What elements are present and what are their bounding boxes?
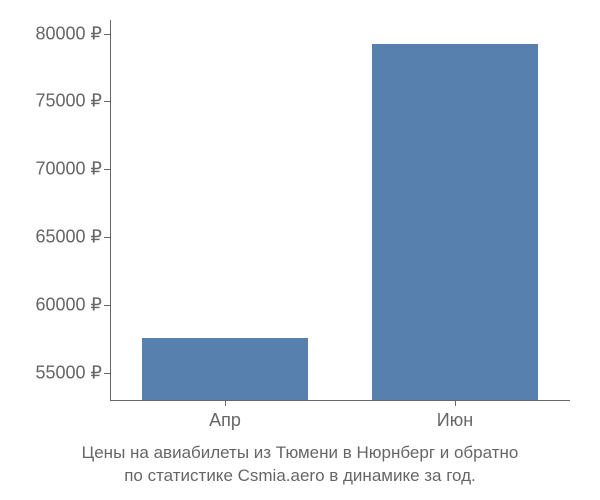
y-tick-label: 80000 ₽: [35, 23, 102, 44]
y-tick-mark: [104, 305, 110, 306]
y-tick-mark: [104, 373, 110, 374]
x-tick-mark: [455, 400, 456, 406]
x-axis: [110, 400, 570, 401]
y-tick-label: 55000 ₽: [35, 362, 102, 383]
y-tick-mark: [104, 169, 110, 170]
x-tick-label: Июн: [437, 410, 473, 431]
x-tick-label: Апр: [209, 410, 241, 431]
y-tick-mark: [104, 34, 110, 35]
y-tick-mark: [104, 237, 110, 238]
y-tick-label: 70000 ₽: [35, 159, 102, 180]
x-tick-mark: [225, 400, 226, 406]
bar: [372, 44, 538, 400]
y-tick-label: 60000 ₽: [35, 295, 102, 316]
caption-line-2: по статистике Csmia.aero в динамике за г…: [124, 466, 476, 485]
y-tick-mark: [104, 101, 110, 102]
chart-caption: Цены на авиабилеты из Тюмени в Нюрнберг …: [0, 442, 600, 488]
y-tick-label: 65000 ₽: [35, 227, 102, 248]
plot-area: [110, 20, 570, 400]
caption-line-1: Цены на авиабилеты из Тюмени в Нюрнберг …: [82, 443, 519, 462]
price-chart: 55000 ₽ 60000 ₽ 65000 ₽ 70000 ₽ 75000 ₽ 80000…: [0, 0, 600, 500]
bar: [142, 338, 308, 400]
y-tick-label: 75000 ₽: [35, 91, 102, 112]
